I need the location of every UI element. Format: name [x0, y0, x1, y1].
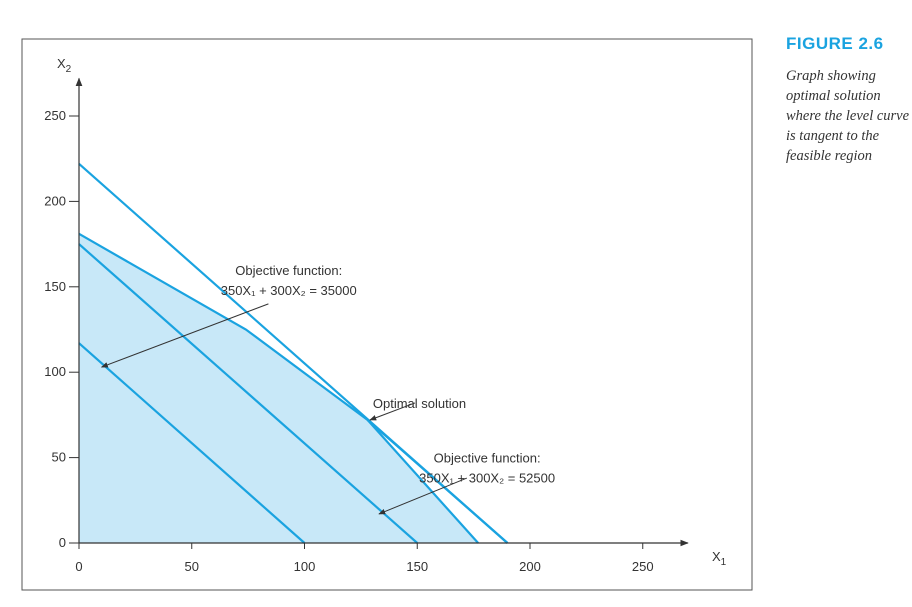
- annotation-text-3: Objective function:: [434, 451, 541, 466]
- series-line-3: [78, 243, 418, 544]
- x-tick-label-250: 250: [632, 559, 654, 574]
- annotation-arrow-3: [378, 477, 468, 515]
- y-tick-label-200: 200: [44, 193, 66, 208]
- series-line-2: [78, 232, 509, 544]
- chart-frame: [21, 38, 753, 591]
- annotation-arrow-2: [369, 402, 416, 421]
- annotation-equation-3: 350X₁ + 300X₂ = 52500: [419, 471, 555, 486]
- series-line-5: [366, 419, 479, 544]
- series-line-4: [78, 342, 306, 544]
- feasible-region: [79, 233, 479, 544]
- x-tick-label-100: 100: [294, 559, 316, 574]
- x-tick-label-200: 200: [519, 559, 541, 574]
- x-tick-label-150: 150: [406, 559, 428, 574]
- x-axis-label: X1: [712, 549, 727, 568]
- chart: 0 50 100 150 200 250 0 50 100 150 200 250 X1 X2 Object…: [21, 38, 753, 591]
- annotation-arrow-1: [100, 303, 269, 368]
- annotation-text-1: Objective function:: [235, 263, 342, 278]
- x-tick-label-0: 0: [75, 559, 82, 574]
- figure-caption-text: Graph showing optimal solution where the…: [786, 68, 910, 164]
- figure-caption: FIGURE 2.6 Graph showing optimal solutio…: [786, 34, 910, 166]
- y-axis-label: X2: [57, 56, 72, 75]
- annotation-text-2: Optimal solution: [373, 396, 466, 411]
- figure-label: FIGURE 2.6: [786, 34, 884, 53]
- y-tick-label-150: 150: [44, 279, 66, 294]
- y-tick-label-250: 250: [44, 108, 66, 123]
- x-tick-label-50: 50: [185, 559, 199, 574]
- y-tick-label-0: 0: [59, 535, 66, 550]
- y-tick-label-100: 100: [44, 364, 66, 379]
- y-tick-label-50: 50: [52, 450, 66, 465]
- annotation-equation-1: 350X₁ + 300X₂ = 35000: [221, 283, 357, 298]
- plot-area: 0 50 100 150 200 250 0 50 100 150 200 250 X1 X2 Object…: [44, 56, 726, 574]
